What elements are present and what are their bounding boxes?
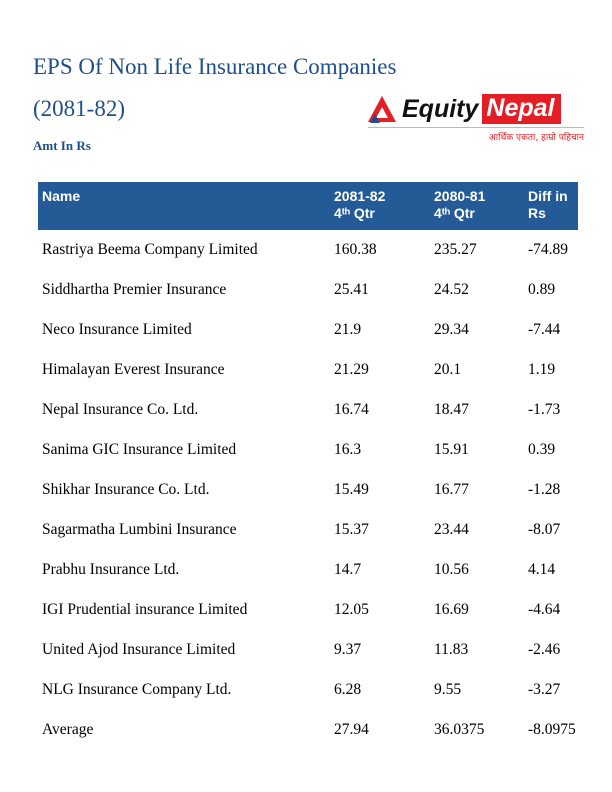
qtr-2081-cell: 16.74 [334, 401, 369, 418]
table-row: Shikhar Insurance Co. Ltd. 15.49 16.77 -… [38, 470, 578, 510]
col-header-diff: Diff in Rs [524, 182, 578, 230]
triangle-blue-shape [370, 114, 380, 123]
average-label-cell: Average [42, 721, 94, 738]
diff-cell: 1.19 [528, 361, 556, 378]
table-row: Siddhartha Premier Insurance 25.41 24.52… [38, 270, 578, 310]
company-name-cell: Nepal Insurance Co. Ltd. [42, 401, 199, 418]
qtr-2081-cell: 21.29 [334, 361, 369, 378]
diff-cell: -1.28 [528, 481, 561, 498]
table-row: Sagarmatha Lumbini Insurance 15.37 23.44… [38, 510, 578, 550]
table-row-average: Average 27.94 36.0375 -8.0975 [38, 710, 578, 750]
logo-row: Equity Nepal [368, 94, 584, 124]
company-name-cell: Siddhartha Premier Insurance [42, 281, 227, 298]
company-name-cell: Sanima GIC Insurance Limited [42, 441, 237, 458]
qtr-2080-cell: 9.55 [434, 681, 462, 698]
equity-nepal-logo: Equity Nepal आर्थिक एकता, हाम्रो पहिचान [368, 94, 584, 143]
brand-equity-text: Equity [402, 94, 479, 123]
diff-cell: -1.73 [528, 401, 561, 418]
col-header-2081-qtr: 2081-82 4ᵗʰ Qtr [330, 182, 430, 230]
qtr-2081-cell: 15.49 [334, 481, 369, 498]
logo-tagline: आर्थिक एकता, हाम्रो पहिचान [488, 133, 584, 143]
table-row: Rastriya Beema Company Limited 160.38 23… [38, 230, 578, 270]
qtr-2081-cell: 9.37 [334, 641, 362, 658]
table-row: Sanima GIC Insurance Limited 16.3 15.91 … [38, 430, 578, 470]
diff-cell: -2.46 [528, 641, 561, 658]
logo-divider [368, 127, 584, 128]
equity-nepal-triangle-icon [368, 95, 398, 123]
diff-cell: -7.44 [528, 321, 561, 338]
qtr-2080-cell: 20.1 [434, 361, 462, 378]
qtr-2081-cell: 12.05 [334, 601, 369, 618]
diff-cell: -8.07 [528, 521, 561, 538]
company-name-cell: NLG Insurance Company Ltd. [42, 681, 232, 698]
qtr-2080-cell: 18.47 [434, 401, 469, 418]
company-name-cell: Shikhar Insurance Co. Ltd. [42, 481, 210, 498]
company-name-cell: United Ajod Insurance Limited [42, 641, 236, 658]
table-row: Neco Insurance Limited 21.9 29.34 -7.44 [38, 310, 578, 350]
company-name-cell: Sagarmatha Lumbini Insurance [42, 521, 237, 538]
qtr-2080-cell: 24.52 [434, 281, 469, 298]
diff-cell: 4.14 [528, 561, 556, 578]
company-name-cell: Rastriya Beema Company Limited [42, 241, 258, 258]
qtr-2080-cell: 36.0375 [434, 721, 485, 738]
page-title: EPS Of Non Life Insurance Companies (208… [33, 46, 396, 130]
diff-cell: -74.89 [528, 241, 569, 258]
page-title-line2: (2081-82) [33, 96, 125, 121]
page-title-line1: EPS Of Non Life Insurance Companies [33, 54, 397, 79]
table-row: NLG Insurance Company Ltd. 6.28 9.55 -3.… [38, 670, 578, 710]
col-header-2080-qtr: 2080-81 4ᵗʰ Qtr [430, 182, 524, 230]
triangle-white-shape [376, 107, 388, 118]
table-row: United Ajod Insurance Limited 9.37 11.83… [38, 630, 578, 670]
diff-cell: -3.27 [528, 681, 561, 698]
diff-cell: -4.64 [528, 601, 561, 618]
qtr-2080-cell: 15.91 [434, 441, 469, 458]
diff-cell: 0.89 [528, 281, 556, 298]
qtr-2080-cell: 16.77 [434, 481, 469, 498]
qtr-2080-cell: 16.69 [434, 601, 469, 618]
table-row: Prabhu Insurance Ltd. 14.7 10.56 4.14 [38, 550, 578, 590]
brand-nepal-text: Nepal [482, 94, 561, 124]
company-name-cell: Himalayan Everest Insurance [42, 361, 225, 378]
qtr-2080-cell: 11.83 [434, 641, 469, 658]
qtr-2080-cell: 23.44 [434, 521, 469, 538]
company-name-cell: Neco Insurance Limited [42, 321, 192, 338]
col-header-name: Name [38, 182, 330, 230]
qtr-2080-cell: 29.34 [434, 321, 469, 338]
qtr-2081-cell: 21.9 [334, 321, 362, 338]
table-header-row: Name 2081-82 4ᵗʰ Qtr 2080-81 4ᵗʰ Qtr Dif… [38, 182, 578, 230]
qtr-2081-cell: 14.7 [334, 561, 362, 578]
qtr-2081-cell: 25.41 [334, 281, 369, 298]
qtr-2081-cell: 160.38 [334, 241, 377, 258]
company-name-cell: IGI Prudential insurance Limited [42, 601, 248, 618]
qtr-2081-cell: 6.28 [334, 681, 362, 698]
qtr-2081-cell: 15.37 [334, 521, 369, 538]
diff-cell: 0.39 [528, 441, 556, 458]
qtr-2081-cell: 16.3 [334, 441, 362, 458]
eps-table: Name 2081-82 4ᵗʰ Qtr 2080-81 4ᵗʰ Qtr Dif… [38, 182, 578, 750]
qtr-2080-cell: 10.56 [434, 561, 469, 578]
table-row: Nepal Insurance Co. Ltd. 16.74 18.47 -1.… [38, 390, 578, 430]
qtr-2080-cell: 235.27 [434, 241, 477, 258]
company-name-cell: Prabhu Insurance Ltd. [42, 561, 180, 578]
amount-unit-label: Amt In Rs [33, 138, 91, 153]
table-row: IGI Prudential insurance Limited 12.05 1… [38, 590, 578, 630]
diff-cell: -8.0975 [528, 721, 576, 738]
qtr-2081-cell: 27.94 [334, 721, 369, 738]
table-row: Himalayan Everest Insurance 21.29 20.1 1… [38, 350, 578, 390]
